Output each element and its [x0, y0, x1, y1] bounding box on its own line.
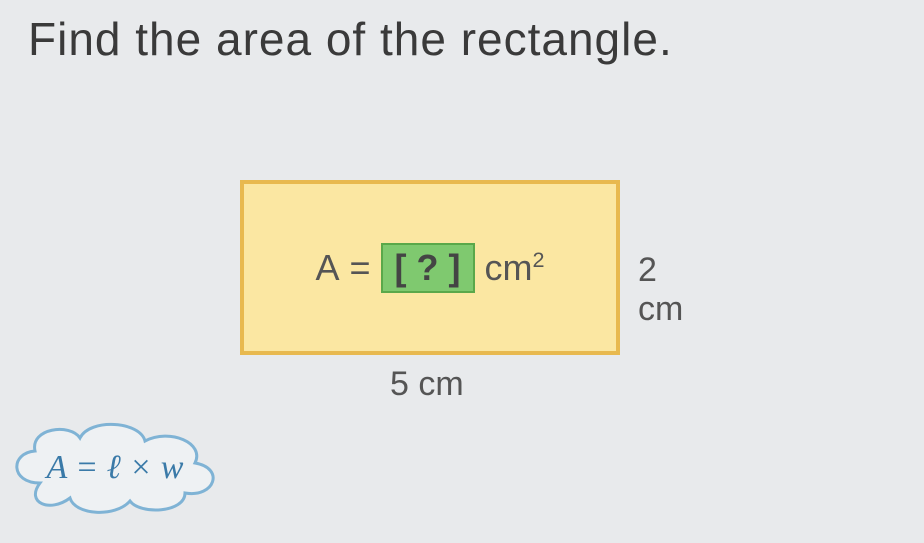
- unit-base: cm: [485, 247, 533, 288]
- rectangle-width-label: 2 cm: [638, 251, 683, 329]
- unit-exponent: 2: [533, 247, 545, 272]
- area-equation: A = [ ? ] cm2: [315, 243, 544, 293]
- answer-input-slot[interactable]: [ ? ]: [381, 243, 475, 293]
- hint-cloud: A = ℓ × w: [0, 413, 230, 523]
- equals-sign: =: [349, 247, 370, 289]
- question-text: Find the area of the rectangle.: [28, 12, 673, 66]
- rectangle-length-label: 5 cm: [390, 365, 464, 404]
- rectangle-shape: A = [ ? ] cm2: [240, 180, 620, 355]
- hint-formula: A = ℓ × w: [0, 449, 230, 487]
- unit-label: cm2: [485, 247, 545, 289]
- rectangle-figure: A = [ ? ] cm2 2 cm 5 cm: [240, 180, 620, 355]
- equation-lhs: A: [315, 247, 339, 289]
